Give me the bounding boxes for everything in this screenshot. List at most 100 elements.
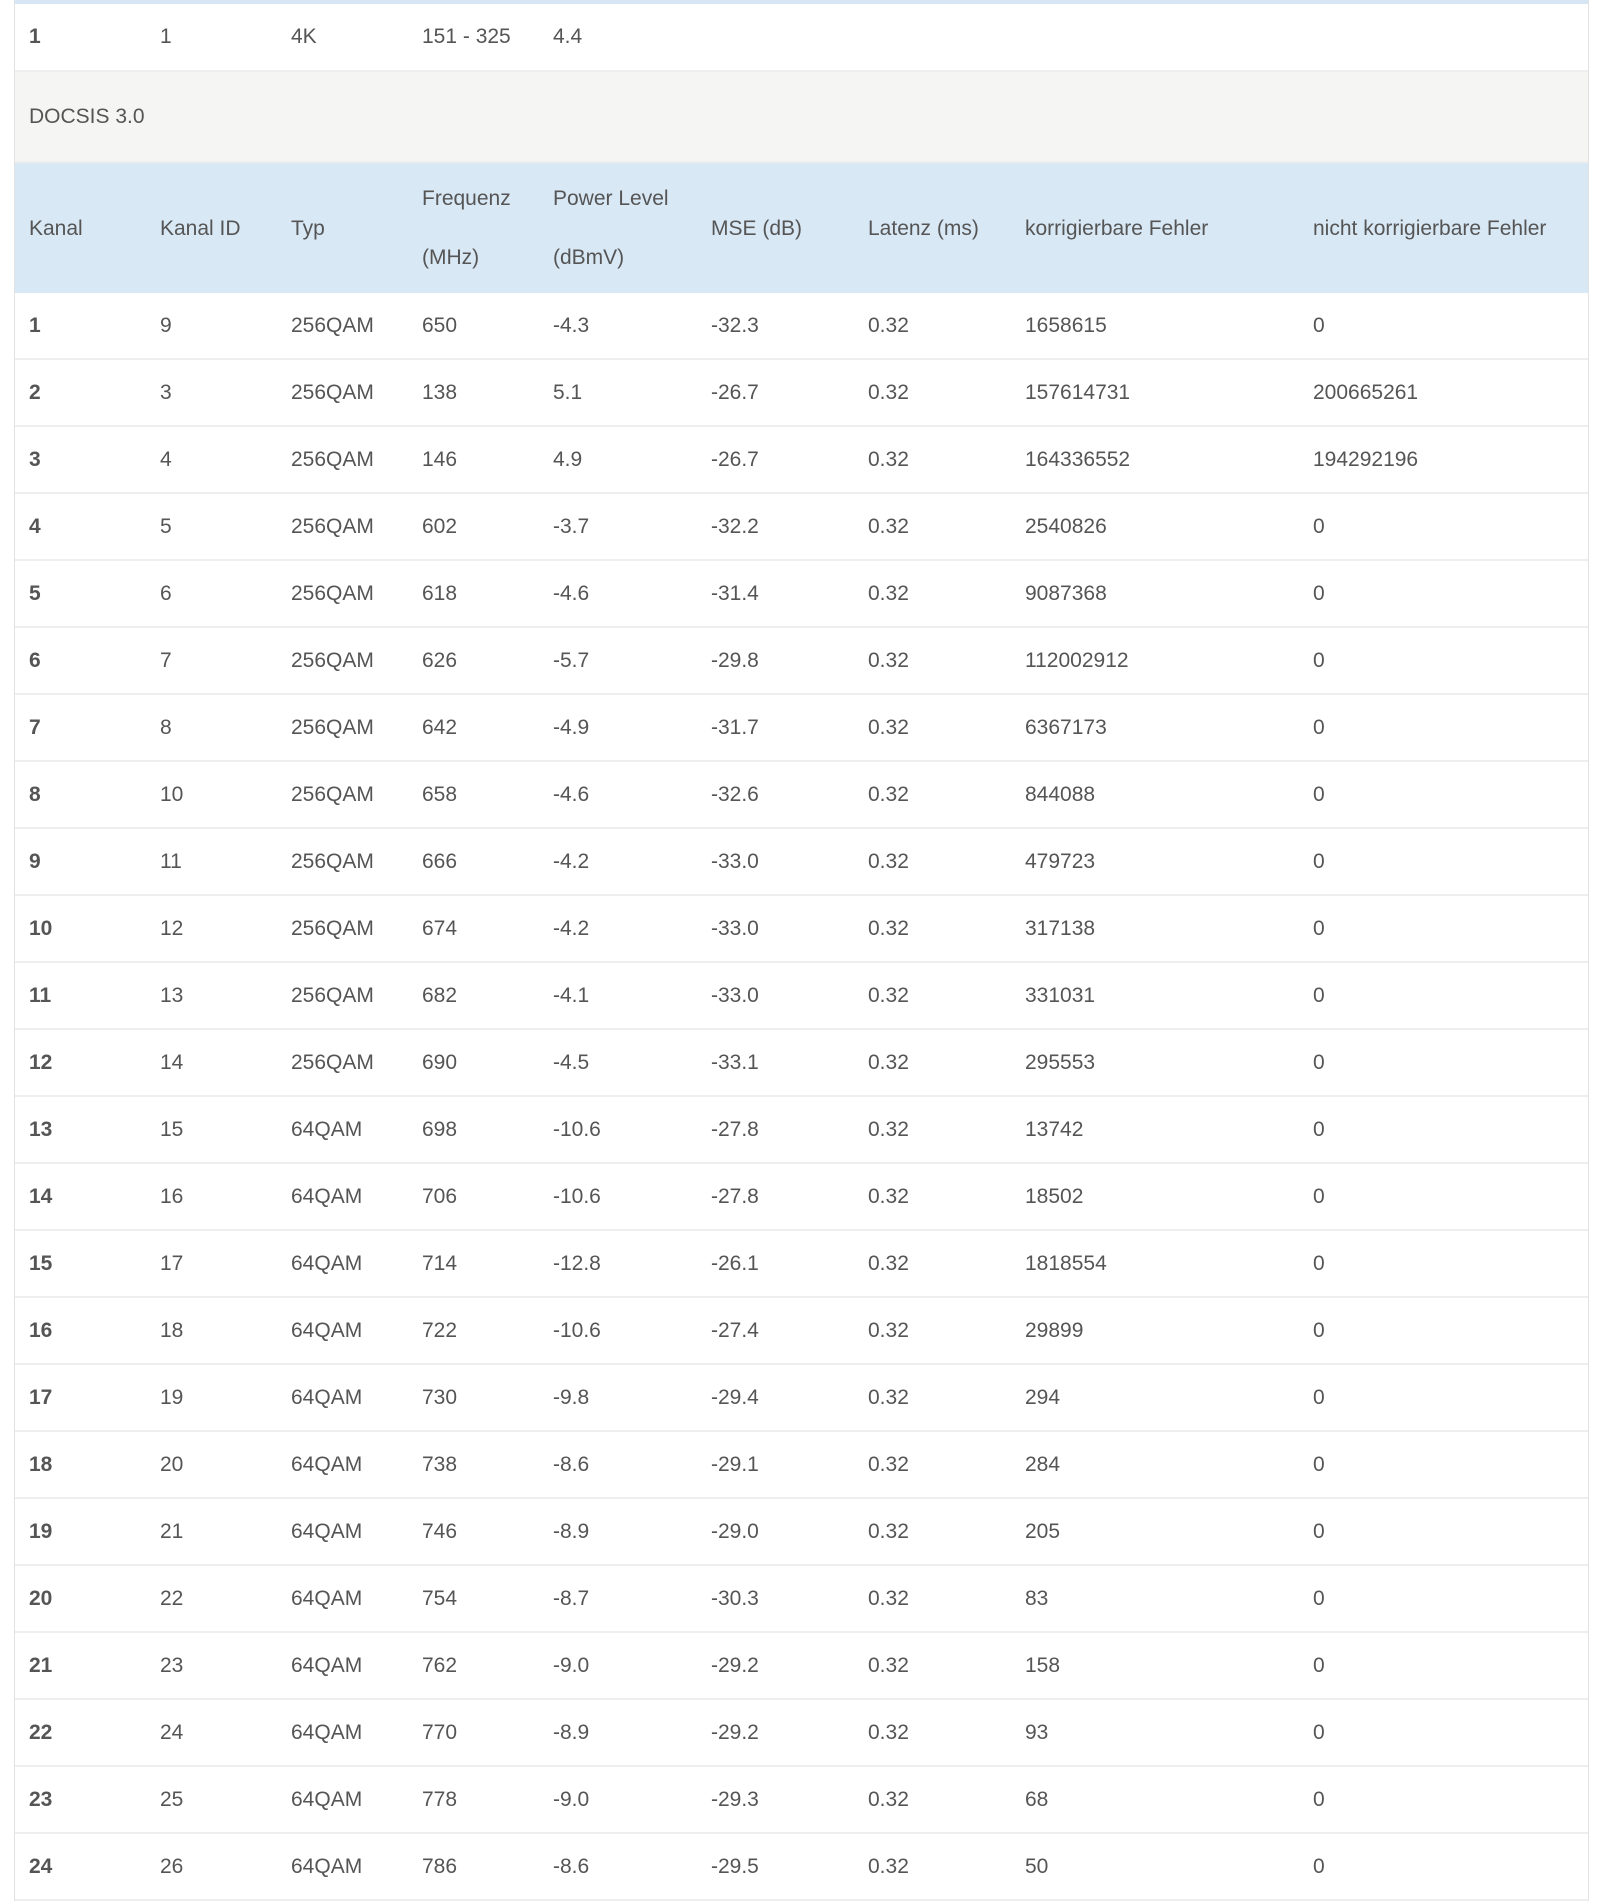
cell-kanal-id: 1 xyxy=(146,4,277,72)
table-row: 15 17 64QAM 714 -12.8 -26.1 0.32 1818554 0 xyxy=(15,1230,1588,1298)
cell-power-level: -8.6 xyxy=(539,1833,697,1901)
cell-kanal-id: 15 xyxy=(146,1096,277,1164)
cell-korrigierbare-fehler: 6367173 xyxy=(1011,694,1299,762)
cell-mse: -29.8 xyxy=(697,627,854,695)
cell-typ: 256QAM xyxy=(277,293,408,360)
cell-typ: 256QAM xyxy=(277,493,408,561)
table-row: 21 23 64QAM 762 -9.0 -29.2 0.32 158 0 xyxy=(15,1632,1588,1700)
cell-kanal: 11 xyxy=(15,962,146,1030)
cell-power-level: -4.2 xyxy=(539,828,697,896)
cell-korrigierbare-fehler: 164336552 xyxy=(1011,426,1299,494)
cell-kanal: 1 xyxy=(15,4,146,72)
cell-frequenz: 778 xyxy=(408,1766,539,1834)
cell-frequenz: 602 xyxy=(408,493,539,561)
cell-frequenz: 658 xyxy=(408,761,539,829)
cell-korrigierbare-fehler: 68 xyxy=(1011,1766,1299,1834)
cell-kanal-id: 12 xyxy=(146,895,277,963)
cell-nicht-korrigierbare-fehler: 0 xyxy=(1299,1230,1588,1298)
cell-kanal: 2 xyxy=(15,359,146,427)
cell-typ: 64QAM xyxy=(277,1230,408,1298)
cell-power-level: -4.3 xyxy=(539,293,697,360)
cell-frequenz: 714 xyxy=(408,1230,539,1298)
section-title: DOCSIS 3.0 xyxy=(15,71,1588,163)
cell-latenz: 0.32 xyxy=(854,1163,1011,1231)
table-row: 22 24 64QAM 770 -8.9 -29.2 0.32 93 0 xyxy=(15,1699,1588,1767)
cell-latenz: 0.32 xyxy=(854,1766,1011,1834)
cell-frequenz: 642 xyxy=(408,694,539,762)
cell-power-level: -9.0 xyxy=(539,1632,697,1700)
header-typ: Typ xyxy=(277,162,408,293)
cell-frequenz: 666 xyxy=(408,828,539,896)
cell-frequenz: 762 xyxy=(408,1632,539,1700)
cell-nicht-korrigierbare-fehler: 0 xyxy=(1299,1163,1588,1231)
cell-korrigierbare-fehler: 13742 xyxy=(1011,1096,1299,1164)
cell-korrigierbare-fehler: 479723 xyxy=(1011,828,1299,896)
table-row: 24 26 64QAM 786 -8.6 -29.5 0.32 50 0 xyxy=(15,1833,1588,1901)
channel-table: 1 1 4K 151 - 325 4.4 DOCSIS 3.0 Kanal Ka… xyxy=(15,4,1588,1901)
cell-mse: -27.8 xyxy=(697,1163,854,1231)
cell-latenz: 0.32 xyxy=(854,1632,1011,1700)
cell-korrigierbare-fehler: 18502 xyxy=(1011,1163,1299,1231)
cell-kanal: 6 xyxy=(15,627,146,695)
cell-frequenz: 618 xyxy=(408,560,539,628)
cell-mse: -29.5 xyxy=(697,1833,854,1901)
cell-mse: -26.7 xyxy=(697,359,854,427)
cell-power-level: 5.1 xyxy=(539,359,697,427)
cell-korrigierbare-fehler: 844088 xyxy=(1011,761,1299,829)
cell-kanal-id: 24 xyxy=(146,1699,277,1767)
cell-power-level: -9.0 xyxy=(539,1766,697,1834)
previous-table-row: 1 1 4K 151 - 325 4.4 xyxy=(15,4,1588,72)
cell-power-level: -8.9 xyxy=(539,1498,697,1566)
table-row: 17 19 64QAM 730 -9.8 -29.4 0.32 294 0 xyxy=(15,1364,1588,1432)
cell-latenz: 0.32 xyxy=(854,293,1011,360)
cell-kanal-id: 8 xyxy=(146,694,277,762)
cell-frequenz: 650 xyxy=(408,293,539,360)
cell-nicht-korrigierbare-fehler: 0 xyxy=(1299,1699,1588,1767)
cell-nicht-korrigierbare-fehler: 0 xyxy=(1299,1431,1588,1499)
cell-nicht-korrigierbare-fehler: 0 xyxy=(1299,1833,1588,1901)
cell-kanal-id: 17 xyxy=(146,1230,277,1298)
cell-latenz: 0.32 xyxy=(854,1431,1011,1499)
cell-latenz: 0.32 xyxy=(854,627,1011,695)
cell-frequenz: 722 xyxy=(408,1297,539,1365)
table-row: 23 25 64QAM 778 -9.0 -29.3 0.32 68 0 xyxy=(15,1766,1588,1834)
cell-kanal-id: 4 xyxy=(146,426,277,494)
cell-latenz: 0.32 xyxy=(854,694,1011,762)
cell-typ: 256QAM xyxy=(277,828,408,896)
table-row: 14 16 64QAM 706 -10.6 -27.8 0.32 18502 0 xyxy=(15,1163,1588,1231)
header-latenz: Latenz (ms) xyxy=(854,162,1011,293)
cell-korrigierbare-fehler: 205 xyxy=(1011,1498,1299,1566)
cell-latenz: 0.32 xyxy=(854,359,1011,427)
cell-korrigierbare-fehler: 112002912 xyxy=(1011,627,1299,695)
cell-kanal: 3 xyxy=(15,426,146,494)
cell-typ: 256QAM xyxy=(277,627,408,695)
cell-power-level: -8.7 xyxy=(539,1565,697,1633)
docsis-table-panel: 1 1 4K 151 - 325 4.4 DOCSIS 3.0 Kanal Ka… xyxy=(14,0,1589,1901)
cell-korrigierbare-fehler: 9087368 xyxy=(1011,560,1299,628)
cell-typ: 64QAM xyxy=(277,1565,408,1633)
cell-mse: -26.1 xyxy=(697,1230,854,1298)
cell-typ: 256QAM xyxy=(277,1029,408,1097)
cell-korrigierbare-fehler: 1818554 xyxy=(1011,1230,1299,1298)
cell-frequenz: 138 xyxy=(408,359,539,427)
cell-nicht-korrigierbare-fehler: 0 xyxy=(1299,627,1588,695)
cell-power-level: -9.8 xyxy=(539,1364,697,1432)
cell-latenz: 0.32 xyxy=(854,1364,1011,1432)
cell-korrigierbare-fehler: 1658615 xyxy=(1011,293,1299,360)
cell-mse: -32.2 xyxy=(697,493,854,561)
cell-kanal-id: 14 xyxy=(146,1029,277,1097)
cell-korrigierbare-fehler: 284 xyxy=(1011,1431,1299,1499)
cell-power-level: -4.6 xyxy=(539,560,697,628)
cell-kanal-id: 5 xyxy=(146,493,277,561)
cell-nicht-korrigierbare-fehler: 0 xyxy=(1299,1766,1588,1834)
cell-power-level: -10.6 xyxy=(539,1163,697,1231)
header-mse: MSE (dB) xyxy=(697,162,854,293)
cell-kanal: 8 xyxy=(15,761,146,829)
cell-kanal: 19 xyxy=(15,1498,146,1566)
cell-korrigierbare-fehler: 158 xyxy=(1011,1632,1299,1700)
table-row: 1 9 256QAM 650 -4.3 -32.3 0.32 1658615 0 xyxy=(15,293,1588,360)
cell-latenz: 0.32 xyxy=(854,1565,1011,1633)
cell-korrigierbare-fehler: 93 xyxy=(1011,1699,1299,1767)
cell-power-level: -4.2 xyxy=(539,895,697,963)
cell-typ: 64QAM xyxy=(277,1699,408,1767)
